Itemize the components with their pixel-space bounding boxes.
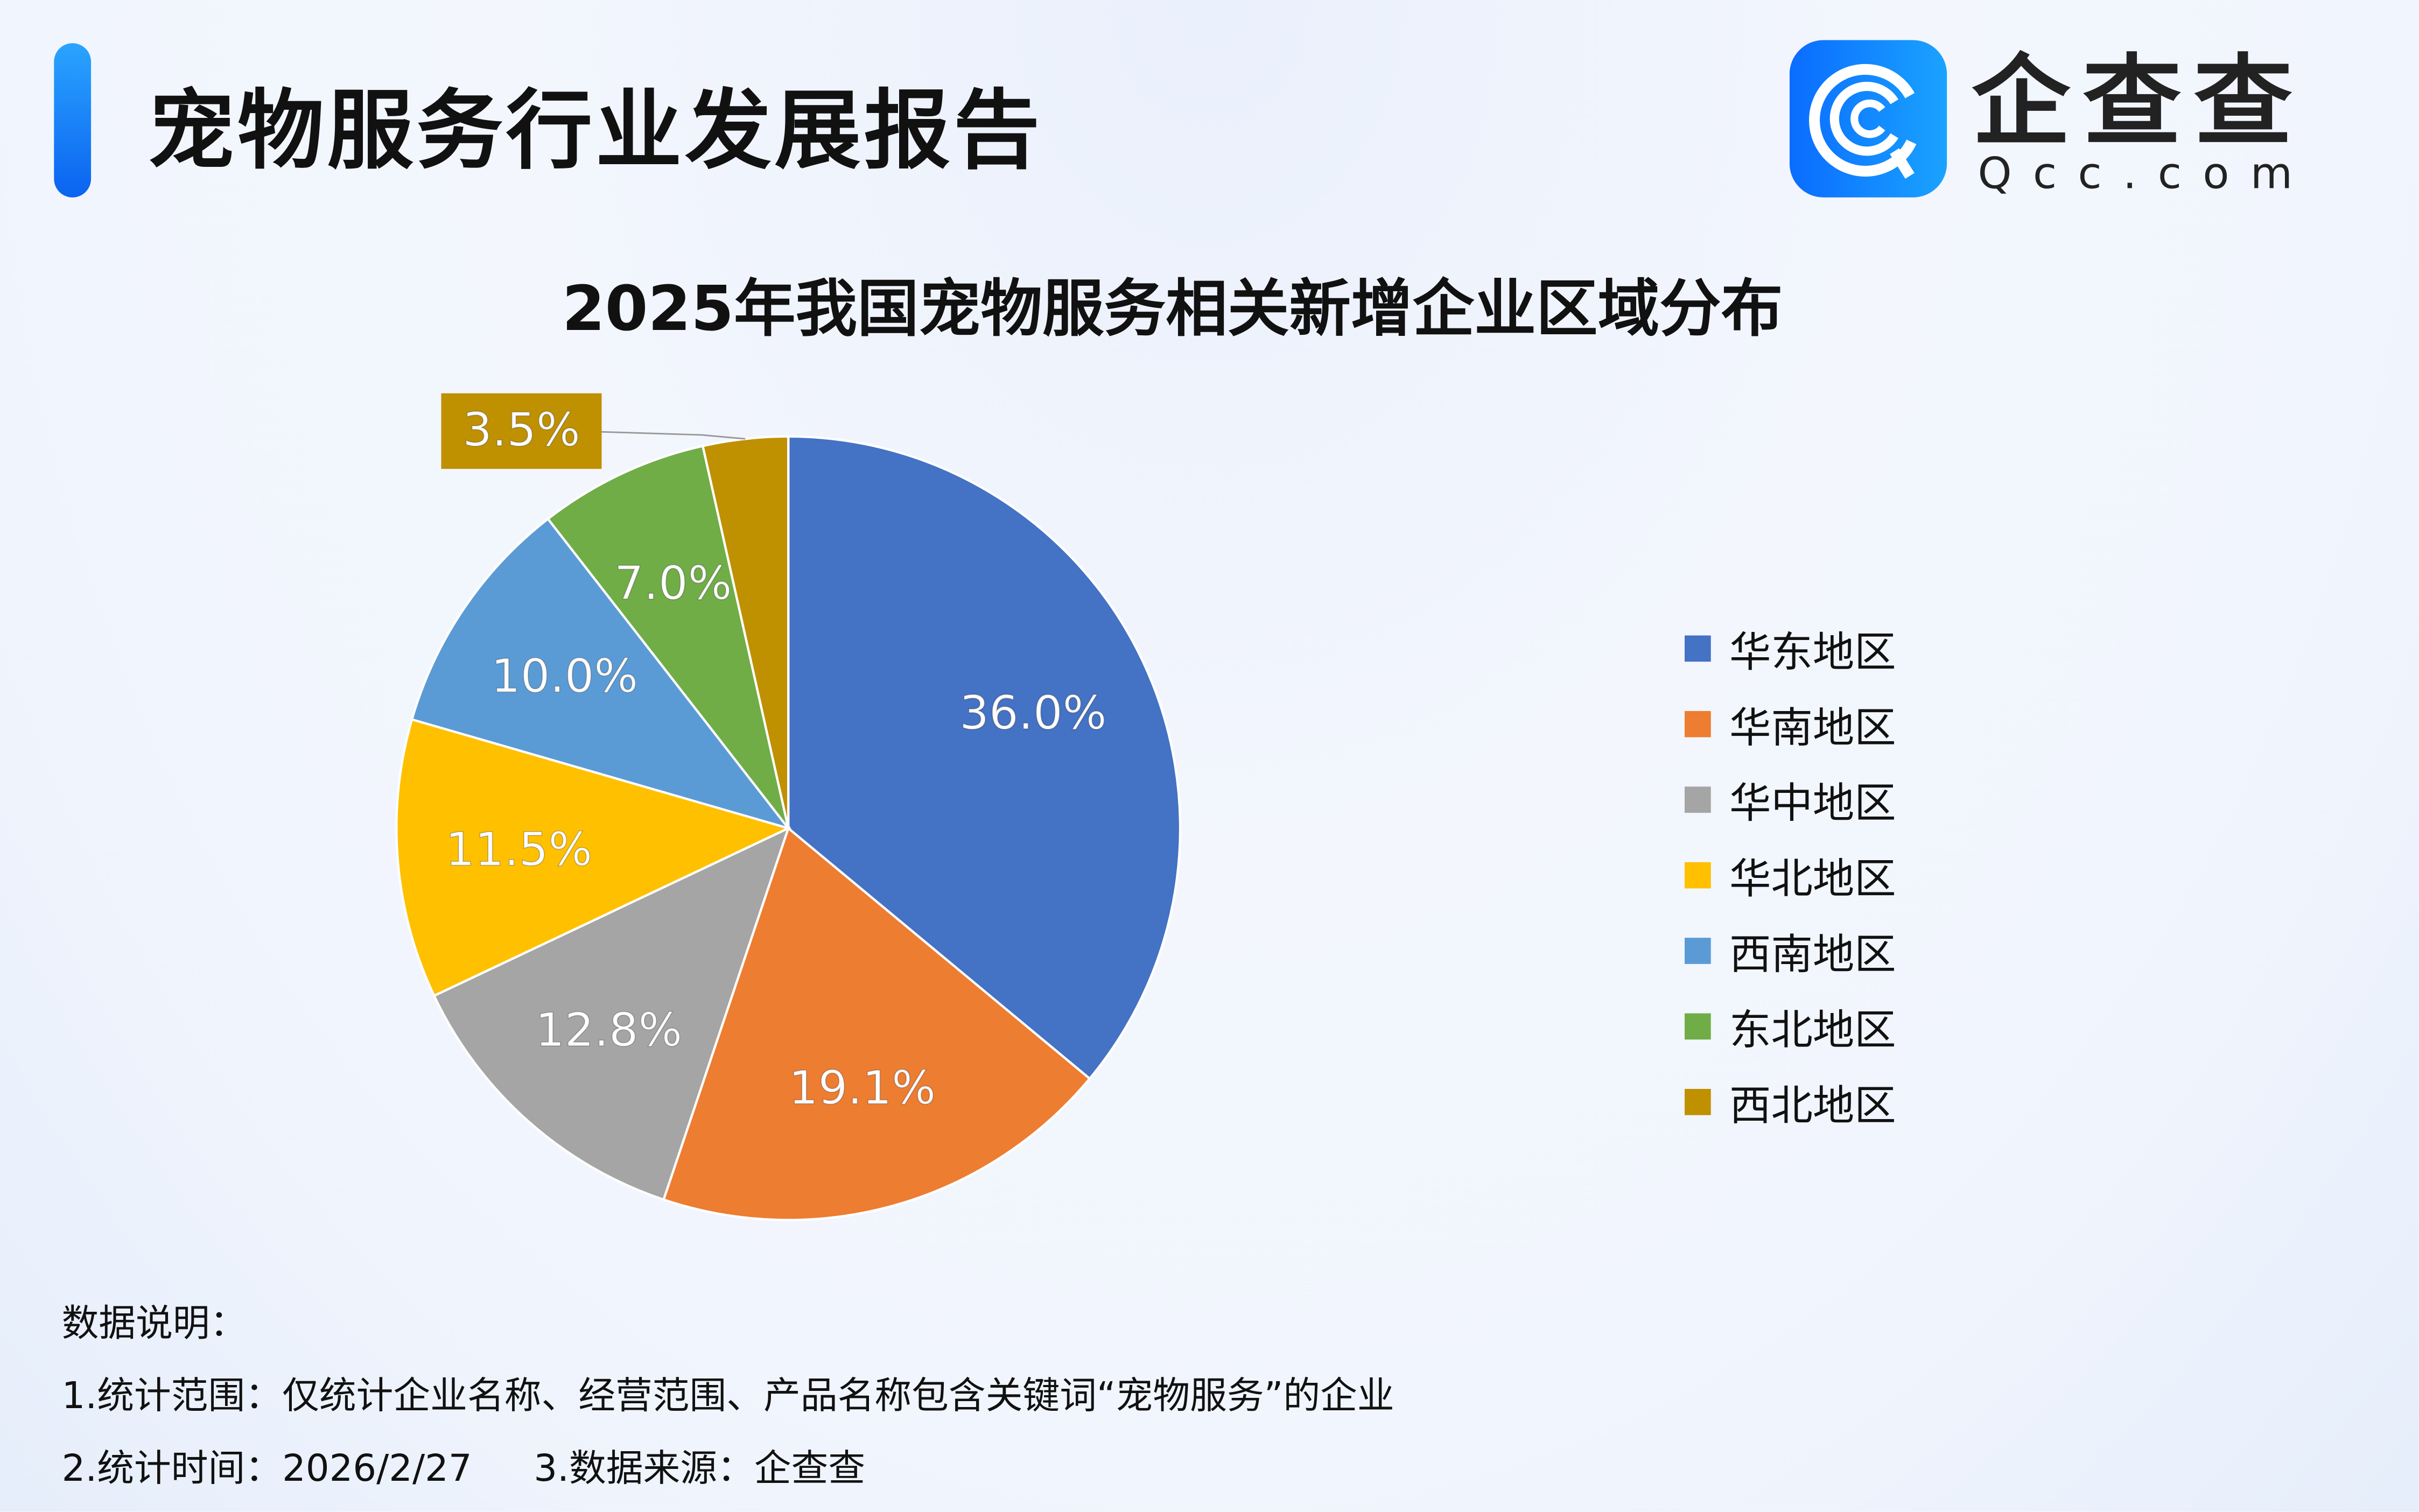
pie-slice-5 bbox=[546, 444, 790, 829]
slice-label-box bbox=[441, 393, 602, 469]
legend-item: 华南地区 bbox=[1685, 686, 1896, 762]
legend-label: 华中地区 bbox=[1729, 780, 1896, 828]
legend-swatch bbox=[1685, 1088, 1711, 1115]
notes-scope: 1.统计范围：仅统计企业名称、经营范围、产品名称包含关键词“宠物服务”的企业 bbox=[61, 1374, 1394, 1418]
qcc-logo: 企查查 Qcc.com bbox=[1789, 40, 2292, 199]
chart-title: 2025年我国宠物服务相关新增企业区域分布 bbox=[562, 275, 1783, 346]
legend: 华东地区华南地区华中地区华北地区西南地区东北地区西北地区 bbox=[1685, 611, 1896, 1140]
legend-item: 东北地区 bbox=[1685, 989, 1896, 1064]
legend-swatch bbox=[1685, 786, 1711, 813]
slice-label: 11.5% bbox=[445, 823, 592, 877]
legend-item: 西南地区 bbox=[1685, 913, 1896, 988]
svg-text:企查查: 企查查 bbox=[1972, 45, 2292, 159]
slice-label: 7.0% bbox=[614, 557, 732, 610]
slice-label: 12.8% bbox=[535, 1003, 682, 1057]
legend-label: 西北地区 bbox=[1729, 1082, 1896, 1131]
slice-label: 19.1% bbox=[789, 1061, 936, 1115]
legend-label: 华南地区 bbox=[1729, 705, 1896, 753]
pie-slice-1 bbox=[662, 826, 1091, 1221]
pie-slice-4 bbox=[410, 517, 791, 831]
legend-swatch bbox=[1685, 635, 1711, 662]
pie-slice-0 bbox=[787, 435, 1182, 1080]
legend-label: 华北地区 bbox=[1729, 856, 1896, 904]
legend-swatch bbox=[1685, 938, 1711, 964]
slice-label: 3.5% bbox=[462, 403, 580, 457]
legend-label: 华东地区 bbox=[1729, 629, 1896, 677]
legend-label: 东北地区 bbox=[1729, 1007, 1896, 1055]
notes-time: 2.统计时间：2026/2/27 bbox=[61, 1446, 472, 1490]
data-notes: 数据说明： 1.统计范围：仅统计企业名称、经营范围、产品名称包含关键词“宠物服务… bbox=[62, 1288, 1394, 1506]
legend-swatch bbox=[1685, 711, 1711, 737]
pie-slice-2 bbox=[432, 826, 790, 1201]
pie-slice-3 bbox=[395, 718, 792, 997]
slice-label: 36.0% bbox=[959, 686, 1106, 740]
legend-label: 西南地区 bbox=[1729, 931, 1896, 980]
legend-item: 华北地区 bbox=[1685, 838, 1896, 913]
notes-source: 3.数据来源：企查查 bbox=[534, 1446, 866, 1490]
title-accent-bar bbox=[54, 43, 92, 198]
leader-line bbox=[601, 431, 746, 440]
notes-heading: 数据说明： bbox=[61, 1302, 247, 1345]
legend-swatch bbox=[1685, 1013, 1711, 1040]
legend-swatch bbox=[1685, 862, 1711, 889]
report-title: 宠物服务行业发展报告 bbox=[148, 81, 1043, 182]
legend-item: 华中地区 bbox=[1685, 762, 1896, 838]
slice-label: 10.0% bbox=[491, 650, 638, 704]
legend-item: 华东地区 bbox=[1685, 611, 1896, 686]
legend-item: 西北地区 bbox=[1685, 1064, 1896, 1140]
